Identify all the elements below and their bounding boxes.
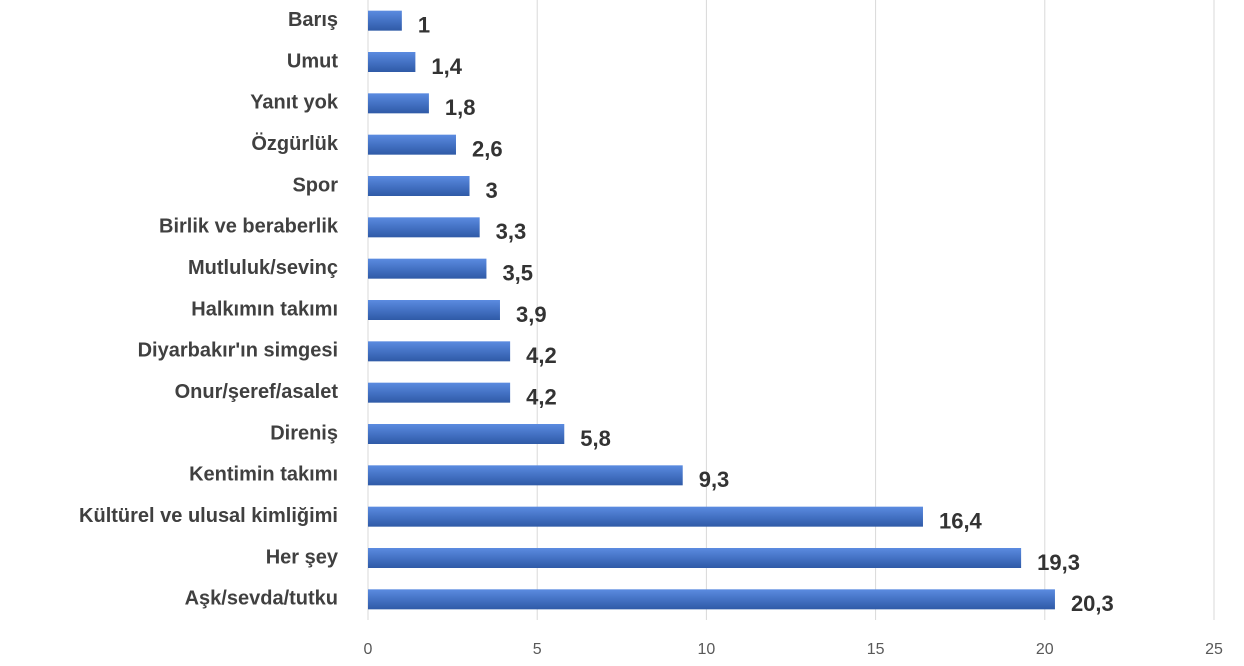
category-label: Özgürlük <box>251 132 339 155</box>
category-label: Onur/şeref/asalet <box>175 381 339 403</box>
value-label: 1,4 <box>431 54 462 79</box>
bar <box>368 465 683 486</box>
bar <box>368 548 1022 568</box>
bar <box>368 217 480 238</box>
bar <box>368 506 923 527</box>
category-label: Direniş <box>270 422 338 444</box>
bar <box>368 10 402 31</box>
value-label: 19,3 <box>1037 550 1080 575</box>
value-label: 1,8 <box>445 95 476 120</box>
category-label: Her şey <box>266 546 339 568</box>
bar <box>368 134 456 155</box>
category-label: Yanıt yok <box>250 92 339 114</box>
category-label: Diyarbakır'ın simgesi <box>138 340 338 362</box>
value-label: 3 <box>486 178 498 203</box>
category-label: Kentimin takımı <box>189 464 338 486</box>
value-label: 5,8 <box>580 426 611 451</box>
value-label: 9,3 <box>699 467 730 492</box>
x-tick-label: 10 <box>698 641 716 658</box>
value-label: 1 <box>418 12 430 37</box>
bar <box>368 52 416 72</box>
category-label: Umut <box>287 50 338 72</box>
value-label: 2,6 <box>472 136 503 161</box>
category-label: Kültürel ve ulusal kimliğimi <box>79 505 338 527</box>
bar <box>368 589 1055 610</box>
x-tick-label: 15 <box>867 641 885 658</box>
bar <box>368 300 500 320</box>
bar <box>368 424 565 444</box>
category-label: Spor <box>292 174 338 196</box>
bar <box>368 93 429 114</box>
category-label: Mutluluk/sevinç <box>188 257 338 279</box>
category-label: Birlik ve beraberlik <box>159 216 339 238</box>
category-label: Aşk/sevda/tutku <box>185 588 338 610</box>
value-label: 3,5 <box>502 260 533 285</box>
value-label: 3,9 <box>516 302 547 327</box>
x-tick-label: 25 <box>1205 641 1223 658</box>
value-label: 4,2 <box>526 343 557 368</box>
category-label: Halkımın takımı <box>191 298 338 320</box>
x-tick-label: 5 <box>533 641 542 658</box>
bar <box>368 341 511 362</box>
category-label: Barış <box>288 9 338 31</box>
bar <box>368 258 487 279</box>
bar <box>368 382 511 403</box>
value-label: 16,4 <box>939 508 983 533</box>
value-label: 4,2 <box>526 384 557 409</box>
value-label: 3,3 <box>496 219 527 244</box>
bar <box>368 176 470 196</box>
value-label: 20,3 <box>1071 591 1114 616</box>
x-tick-label: 20 <box>1036 641 1054 658</box>
x-tick-label: 0 <box>364 641 373 658</box>
